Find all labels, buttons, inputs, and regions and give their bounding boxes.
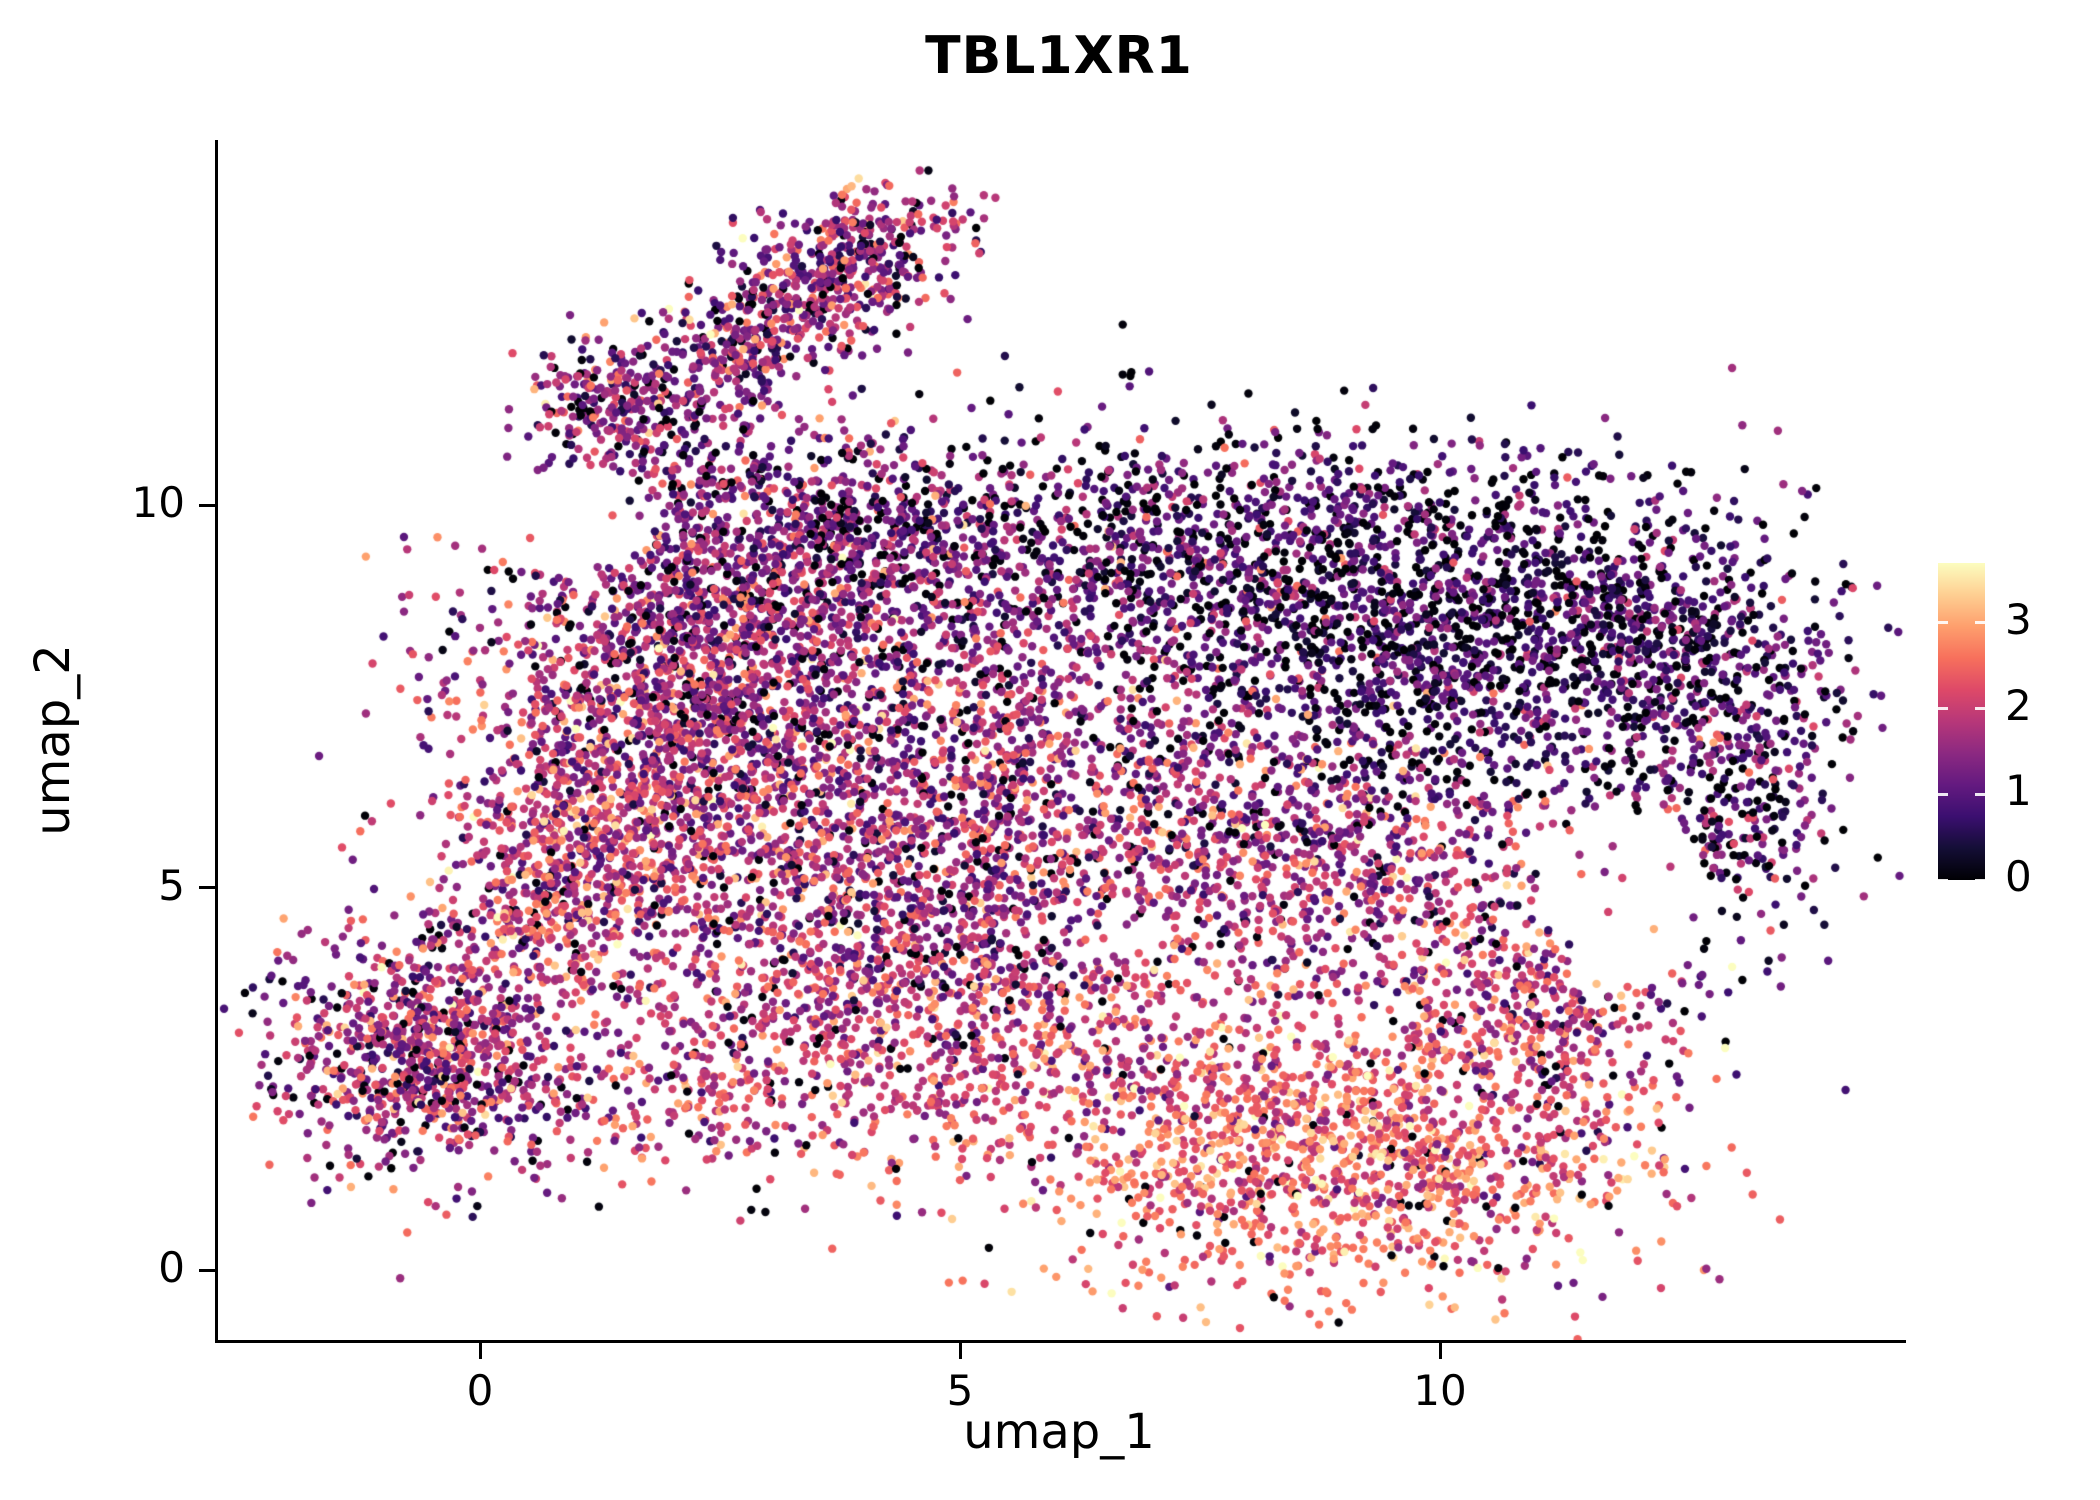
colorbar-tick-label: 1 [2005, 766, 2032, 816]
colorbar-gradient [1938, 563, 1985, 880]
x-tick-label: 10 [1413, 1366, 1467, 1415]
x-tick-mark [958, 1343, 962, 1359]
x-tick-mark [1438, 1343, 1442, 1359]
y-axis-label: umap_2 [25, 644, 82, 836]
colorbar-tick-mark [1975, 792, 1985, 796]
plot-title: TBL1XR1 [925, 26, 1193, 86]
colorbar-tick-label: 0 [2005, 852, 2032, 901]
scatter-canvas [218, 140, 1906, 1340]
y-tick-label: 10 [131, 478, 185, 527]
colorbar-tick-mark [1938, 707, 1948, 711]
colorbar-tick-mark [1975, 878, 1985, 882]
plot-area [215, 140, 1906, 1343]
colorbar-tick-mark [1938, 878, 1948, 882]
x-tick-label: 5 [946, 1366, 974, 1415]
y-tick-mark [199, 503, 215, 507]
colorbar-tick-label: 2 [2005, 680, 2032, 730]
colorbar-tick-mark [1975, 707, 1985, 711]
colorbar-tick-mark [1975, 621, 1985, 625]
y-tick-mark [199, 886, 215, 889]
y-tick-label: 0 [158, 1243, 185, 1292]
y-tick-mark [199, 1268, 215, 1272]
colorbar-tick-label: 3 [2005, 594, 2032, 644]
colorbar-tick-mark [1938, 792, 1948, 796]
y-tick-label: 5 [158, 860, 185, 910]
x-tick-mark [478, 1343, 482, 1359]
colorbar-tick-mark [1938, 621, 1948, 625]
x-axis-label: umap_1 [963, 1404, 1155, 1460]
x-tick-label: 0 [466, 1366, 494, 1415]
